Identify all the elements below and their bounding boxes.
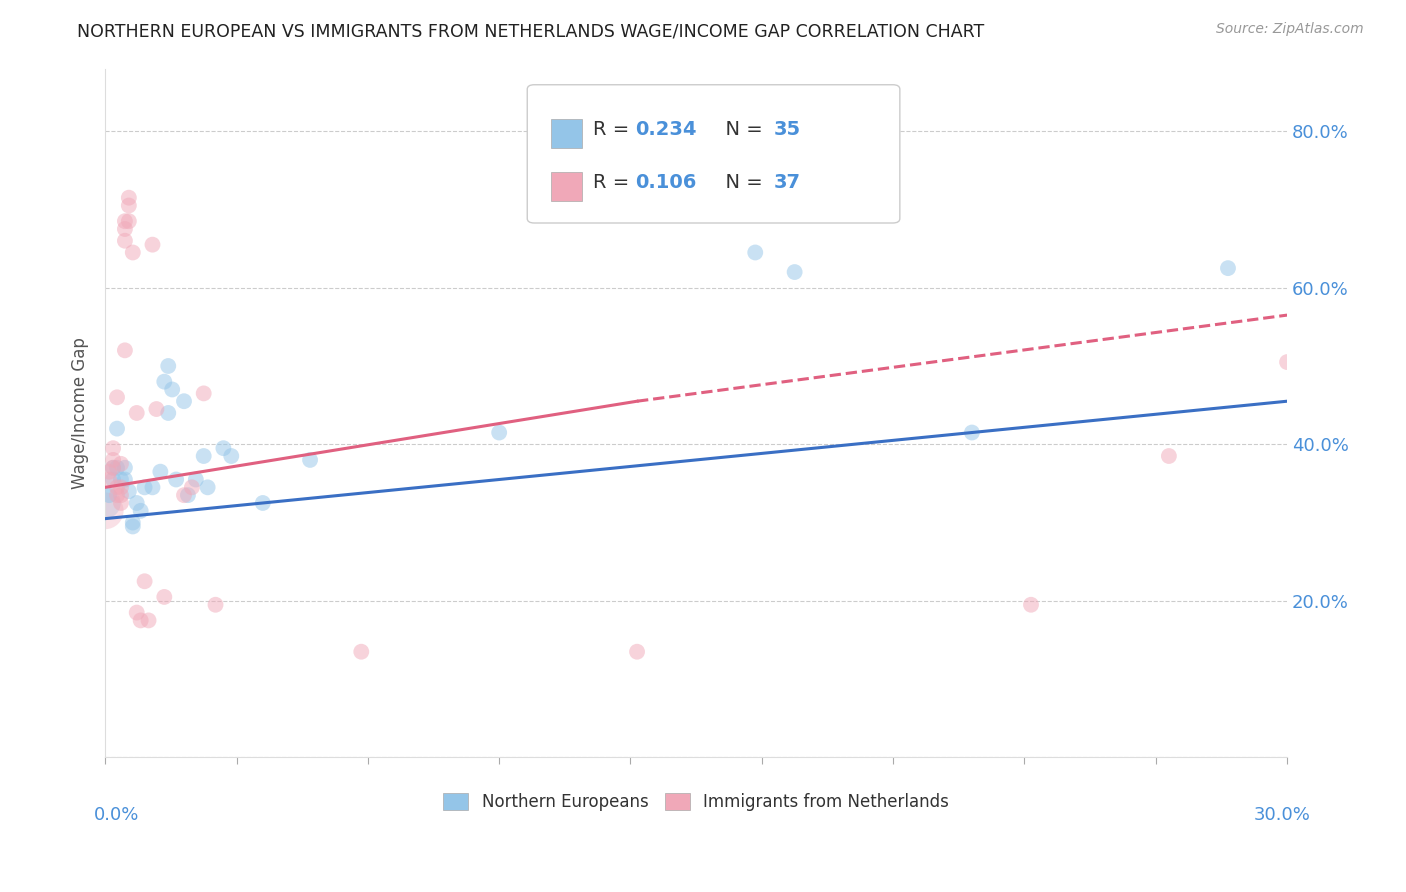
Point bbox=[149, 465, 172, 479]
Point bbox=[121, 245, 143, 260]
Text: 35: 35 bbox=[773, 120, 800, 139]
Point bbox=[173, 488, 195, 502]
Legend: Northern Europeans, Immigrants from Netherlands: Northern Europeans, Immigrants from Neth… bbox=[436, 787, 956, 818]
Point bbox=[299, 453, 322, 467]
Point bbox=[212, 441, 235, 455]
Point bbox=[125, 606, 148, 620]
Point bbox=[105, 460, 128, 475]
Point bbox=[101, 453, 124, 467]
Text: 0.106: 0.106 bbox=[636, 173, 697, 193]
Point bbox=[1157, 449, 1180, 463]
Point bbox=[177, 488, 200, 502]
Point bbox=[160, 383, 183, 397]
Point bbox=[94, 504, 117, 518]
Point bbox=[129, 504, 152, 518]
Point bbox=[121, 519, 143, 533]
Text: R =: R = bbox=[593, 120, 636, 139]
Point bbox=[1216, 261, 1239, 276]
Text: 0.234: 0.234 bbox=[636, 120, 697, 139]
Point bbox=[125, 406, 148, 420]
Point bbox=[193, 386, 215, 401]
Text: R =: R = bbox=[593, 173, 636, 193]
Point bbox=[101, 460, 124, 475]
Point bbox=[153, 590, 176, 604]
Point bbox=[114, 473, 136, 487]
Point bbox=[125, 496, 148, 510]
Point bbox=[960, 425, 983, 440]
Point bbox=[138, 614, 160, 628]
Point bbox=[105, 480, 128, 494]
Y-axis label: Wage/Income Gap: Wage/Income Gap bbox=[72, 337, 89, 489]
Point bbox=[184, 473, 207, 487]
Point bbox=[488, 425, 510, 440]
Point bbox=[118, 214, 141, 228]
Point bbox=[204, 598, 226, 612]
Point bbox=[1019, 598, 1042, 612]
Text: 30.0%: 30.0% bbox=[1254, 805, 1310, 823]
Point bbox=[121, 516, 143, 530]
Point bbox=[1275, 355, 1298, 369]
Point bbox=[105, 422, 128, 436]
Point bbox=[252, 496, 274, 510]
Point bbox=[101, 460, 124, 475]
Point bbox=[153, 375, 176, 389]
Point bbox=[101, 473, 124, 487]
Point bbox=[105, 390, 128, 404]
Point bbox=[110, 473, 132, 487]
Point bbox=[114, 234, 136, 248]
Text: 37: 37 bbox=[773, 173, 800, 193]
Text: N =: N = bbox=[713, 173, 769, 193]
Point bbox=[129, 614, 152, 628]
Point bbox=[114, 214, 136, 228]
Point bbox=[98, 465, 121, 479]
Point bbox=[141, 480, 163, 494]
Point bbox=[94, 496, 117, 510]
Point bbox=[744, 245, 766, 260]
Point bbox=[98, 488, 121, 502]
Point bbox=[110, 480, 132, 494]
Point bbox=[141, 237, 163, 252]
Point bbox=[110, 488, 132, 502]
Point bbox=[110, 457, 132, 471]
Point bbox=[134, 574, 156, 589]
Text: Source: ZipAtlas.com: Source: ZipAtlas.com bbox=[1216, 22, 1364, 37]
Point bbox=[118, 191, 141, 205]
Point bbox=[118, 484, 141, 499]
Text: NORTHERN EUROPEAN VS IMMIGRANTS FROM NETHERLANDS WAGE/INCOME GAP CORRELATION CHA: NORTHERN EUROPEAN VS IMMIGRANTS FROM NET… bbox=[77, 22, 984, 40]
Point bbox=[110, 496, 132, 510]
Point bbox=[157, 359, 180, 373]
Point bbox=[98, 473, 121, 487]
Point bbox=[114, 222, 136, 236]
Point bbox=[193, 449, 215, 463]
Point bbox=[165, 473, 187, 487]
Point bbox=[197, 480, 219, 494]
Point bbox=[219, 449, 242, 463]
Text: 0.0%: 0.0% bbox=[93, 805, 139, 823]
Point bbox=[180, 480, 202, 494]
Point bbox=[101, 441, 124, 455]
Point bbox=[114, 460, 136, 475]
Point bbox=[350, 645, 373, 659]
Point bbox=[157, 406, 180, 420]
Text: N =: N = bbox=[713, 120, 769, 139]
Point bbox=[114, 343, 136, 358]
Point bbox=[118, 198, 141, 212]
Point bbox=[626, 645, 648, 659]
Point bbox=[105, 488, 128, 502]
Point bbox=[145, 402, 167, 417]
Point bbox=[173, 394, 195, 409]
Point bbox=[783, 265, 806, 279]
Point bbox=[134, 480, 156, 494]
